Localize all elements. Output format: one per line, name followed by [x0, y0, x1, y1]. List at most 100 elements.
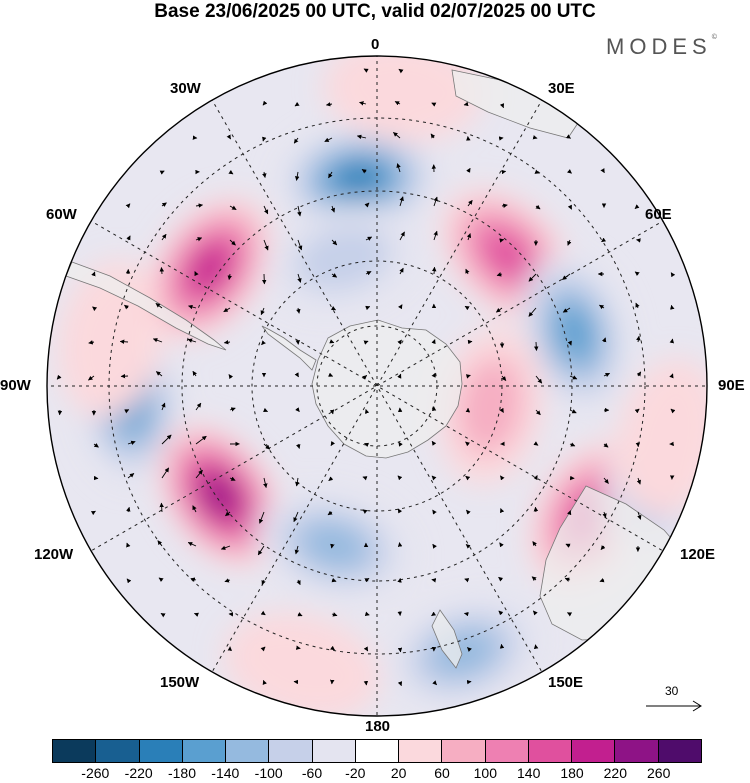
wind-vector [467, 647, 472, 652]
wind-vector [261, 579, 266, 586]
wind-vector [297, 239, 303, 251]
wind-vector [362, 509, 368, 514]
wind-vector [393, 132, 401, 139]
anomaly-blob [336, 163, 382, 194]
antarctica-outline [311, 319, 463, 459]
graticule [47, 56, 707, 716]
wind-vector [262, 407, 269, 413]
map-title: Base 23/06/2025 00 UTC, valid 02/07/2025… [154, 1, 596, 22]
wind-vector [263, 239, 269, 251]
colorbar-tick-label: 260 [647, 765, 671, 781]
wind-vector [528, 273, 537, 282]
wind-vector [431, 372, 436, 378]
wind-vector [91, 271, 96, 277]
wind-vector [398, 68, 404, 74]
anomaly-blob [484, 231, 532, 279]
wind-vector [330, 205, 336, 213]
wind-vector [500, 508, 505, 514]
wind-vector [220, 545, 231, 550]
wind-vector [324, 137, 333, 143]
wind-vector [670, 304, 675, 310]
map-boundary [46, 55, 708, 717]
wind-vector [562, 273, 571, 280]
wind-vector [126, 506, 131, 513]
wind-vector [125, 203, 131, 209]
wind-vector [431, 611, 437, 617]
colorbar-tick-label: 100 [473, 765, 497, 781]
wind-vector [602, 511, 607, 519]
meridian-label-60w: 60W [46, 206, 77, 223]
wind-vector [399, 231, 405, 241]
wind-vector [603, 442, 609, 448]
wind-vector [364, 611, 370, 616]
wind-vector [495, 307, 503, 313]
wind-vector [327, 510, 333, 516]
wind-vector [467, 199, 473, 207]
wind-vector [152, 338, 163, 343]
wind-vector [535, 375, 543, 384]
wind-vector [466, 233, 472, 241]
wind-vector [257, 545, 265, 556]
wind-vector [296, 443, 301, 449]
wind-vector [533, 644, 539, 650]
wind-vector [88, 375, 95, 381]
wind-vector [260, 646, 266, 652]
anomaly-layer [57, 56, 707, 716]
wind-vector [433, 196, 438, 207]
colorbar-swatch [53, 740, 97, 762]
colorbar-tick-label: -100 [254, 765, 283, 781]
wind-vector [533, 441, 539, 446]
anomaly-blob [205, 478, 236, 514]
land-outlines [65, 69, 691, 669]
wind-vector [532, 610, 538, 616]
wind-vector [262, 100, 268, 106]
wind-vector [600, 545, 606, 550]
wind-vector [501, 169, 507, 175]
wind-vector [262, 136, 267, 142]
wind-vector [161, 233, 167, 241]
wind-vector [397, 508, 403, 514]
new-zealand-outline [431, 609, 463, 669]
colorbar-tick-label: -260 [81, 765, 110, 781]
wind-vector [498, 610, 504, 616]
anomaly-blob [223, 612, 381, 716]
wind-vector [223, 340, 231, 345]
polar-map [46, 55, 708, 717]
wind-vector [463, 101, 469, 107]
wind-vector [258, 511, 265, 524]
wind-vector [564, 577, 571, 582]
reference-vector-label: 30 [665, 684, 679, 698]
wind-vector [432, 509, 437, 515]
wind-vector [260, 307, 265, 316]
wind-vector [499, 643, 505, 649]
wind-vector [297, 273, 302, 283]
wind-vector [195, 469, 203, 479]
wind-vector [294, 171, 300, 181]
wind-vector [567, 510, 572, 516]
wind-vector [124, 304, 129, 310]
copyright-mark: © [711, 34, 717, 41]
wind-vector [501, 375, 507, 381]
wind-vector [562, 307, 571, 313]
wind-vector [433, 230, 438, 241]
meridian-label-90e: 90E [718, 377, 745, 394]
wind-vector [364, 578, 370, 583]
wind-vector [330, 440, 336, 446]
wind-vector [331, 612, 338, 617]
wind-vector [293, 137, 299, 144]
wind-vector [158, 577, 164, 583]
wind-vector [567, 204, 573, 210]
meridian-label-150e: 150E [548, 674, 584, 691]
wind-vector [161, 402, 166, 411]
wind-vector [188, 304, 197, 310]
colorbar-swatch [658, 740, 701, 762]
wind-vector [195, 237, 203, 242]
colorbar-tick-label: -180 [167, 765, 197, 781]
wind-vector [229, 205, 237, 210]
wind-vector [263, 477, 268, 489]
wind-vector [294, 372, 299, 378]
colorbar-tick-label: -220 [124, 765, 153, 781]
wind-vector [397, 681, 403, 687]
wind-vector [432, 543, 437, 549]
wind-vector [534, 341, 539, 351]
